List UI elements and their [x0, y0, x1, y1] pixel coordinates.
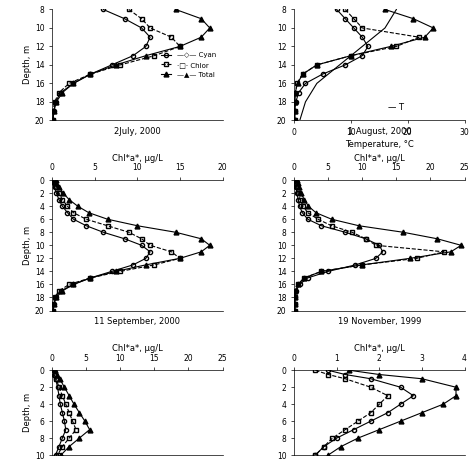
Y-axis label: Depth, m: Depth, m	[23, 226, 32, 265]
X-axis label: Chl*a*, μg/L: Chl*a*, μg/L	[112, 344, 163, 353]
Y-axis label: Depth, m: Depth, m	[23, 393, 32, 432]
Title: 11 September, 2000: 11 September, 2000	[94, 318, 180, 327]
Title: 2July, 2000: 2July, 2000	[114, 127, 161, 136]
Title: 19 November, 1999: 19 November, 1999	[337, 318, 421, 327]
X-axis label: Chl*a*, μg/L: Chl*a*, μg/L	[354, 344, 405, 353]
Legend: —◇— Cyan, ·□· Chlor, —▲— Total: —◇— Cyan, ·□· Chlor, —▲— Total	[158, 50, 219, 80]
X-axis label: Temperature, °C: Temperature, °C	[345, 140, 414, 149]
Text: — T: — T	[388, 102, 404, 111]
X-axis label: Chl*a*, μg/L: Chl*a*, μg/L	[112, 154, 163, 163]
Title: 1 August, 2000: 1 August, 2000	[347, 127, 411, 136]
Y-axis label: Depth, m: Depth, m	[23, 46, 32, 84]
X-axis label: Chl*a*, μg/L: Chl*a*, μg/L	[354, 154, 405, 163]
